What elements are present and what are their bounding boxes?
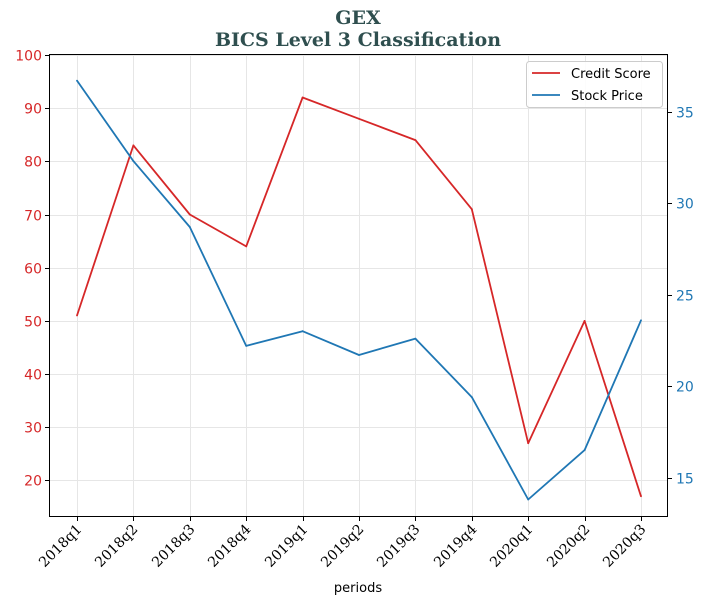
chart-title-group: GEX BICS Level 3 Classification — [215, 7, 501, 51]
credit-score-point — [527, 442, 530, 445]
right-tick-label: 35 — [676, 106, 694, 122]
left-tick-label: 40 — [24, 368, 42, 384]
chart-subtitle: BICS Level 3 Classification — [215, 29, 501, 51]
stock-price-point — [301, 330, 304, 333]
right-tick-label: 20 — [676, 380, 694, 396]
stock-price-point — [640, 319, 642, 322]
x-tick-label: 2018q4 — [205, 521, 254, 570]
legend-label-credit-score: Credit Score — [571, 67, 651, 82]
x-tick-label: 2020q3 — [600, 522, 649, 571]
stock-price-point — [188, 226, 191, 228]
x-tick-label: 2018q3 — [149, 522, 198, 571]
right-tick-label: 15 — [676, 472, 694, 488]
stock-price-point — [76, 79, 78, 82]
legend: Credit Score Stock Price — [526, 61, 663, 108]
stock-price-point — [583, 449, 586, 451]
credit-score-point — [132, 144, 135, 147]
axes-layer — [49, 54, 668, 517]
credit-score-point — [301, 96, 304, 99]
credit-score-point — [470, 208, 473, 211]
series-layer — [76, 79, 642, 501]
stock-price-point — [358, 354, 360, 356]
right-tick-label: 30 — [676, 197, 694, 213]
left-tick-label: 60 — [24, 262, 42, 278]
credit-score-point — [188, 213, 191, 216]
legend-box — [526, 61, 663, 108]
left-tick-label: 50 — [24, 315, 42, 331]
left-tick-label: 70 — [24, 209, 42, 225]
legend-label-stock-price: Stock Price — [571, 89, 643, 104]
x-tick-label: 2020q2 — [544, 522, 593, 571]
credit-score-point — [76, 314, 78, 317]
stock-price-point — [470, 396, 473, 398]
credit-score-point — [358, 117, 360, 120]
left-tick-label: 20 — [24, 474, 42, 490]
x-tick-label: 2019q4 — [431, 521, 480, 570]
x-tick-label: 2019q1 — [262, 522, 311, 571]
chart-title: GEX — [335, 7, 381, 29]
left-tick-label: 80 — [24, 155, 42, 171]
stock-price-point — [132, 160, 135, 163]
stock-price-point — [245, 345, 248, 347]
left-tick-label: 90 — [24, 102, 42, 118]
stock-price-point — [527, 498, 530, 501]
right-tick-label: 25 — [676, 289, 694, 305]
stock-price-point — [414, 337, 417, 340]
x-tick-label: 2018q1 — [36, 522, 85, 571]
plot-frame — [49, 54, 668, 517]
credit-score-point — [640, 495, 642, 498]
x-tick-label: 2020q1 — [487, 522, 536, 571]
x-tick-label: 2018q2 — [92, 522, 141, 571]
left-tick-label: 30 — [24, 421, 42, 437]
credit-score-point — [245, 245, 248, 248]
x-axis-label: periods — [334, 581, 382, 596]
x-tick-label: 2019q2 — [318, 522, 367, 571]
credit-score-point — [583, 320, 586, 322]
left-tick-label: 100 — [15, 49, 42, 65]
credit-score-point — [414, 139, 417, 142]
x-tick-label: 2019q3 — [374, 522, 423, 571]
grid-layer — [50, 55, 667, 516]
